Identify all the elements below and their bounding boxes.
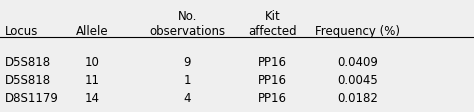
Text: Locus: Locus: [5, 25, 38, 38]
Text: 0.0409: 0.0409: [337, 56, 378, 68]
Text: PP16: PP16: [258, 73, 287, 86]
Text: D5S818: D5S818: [5, 56, 51, 68]
Text: 9: 9: [183, 56, 191, 68]
Text: observations: observations: [149, 25, 225, 38]
Text: PP16: PP16: [258, 91, 287, 104]
Text: Kit: Kit: [264, 10, 281, 23]
Text: Frequency (%): Frequency (%): [315, 25, 401, 38]
Text: 11: 11: [85, 73, 100, 86]
Text: 10: 10: [85, 56, 100, 68]
Text: Allele: Allele: [76, 25, 109, 38]
Text: D5S818: D5S818: [5, 73, 51, 86]
Text: PP16: PP16: [258, 56, 287, 68]
Text: No.: No.: [178, 10, 197, 23]
Text: 0.0045: 0.0045: [337, 73, 378, 86]
Text: 0.0182: 0.0182: [337, 91, 378, 104]
Text: 4: 4: [183, 91, 191, 104]
Text: D8S1179: D8S1179: [5, 91, 59, 104]
Text: 1: 1: [183, 73, 191, 86]
Text: 14: 14: [85, 91, 100, 104]
Text: affected: affected: [248, 25, 297, 38]
